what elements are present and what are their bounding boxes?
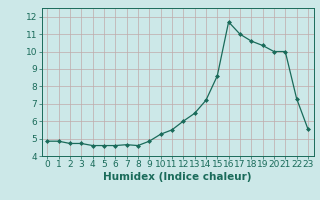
X-axis label: Humidex (Indice chaleur): Humidex (Indice chaleur) bbox=[103, 172, 252, 182]
